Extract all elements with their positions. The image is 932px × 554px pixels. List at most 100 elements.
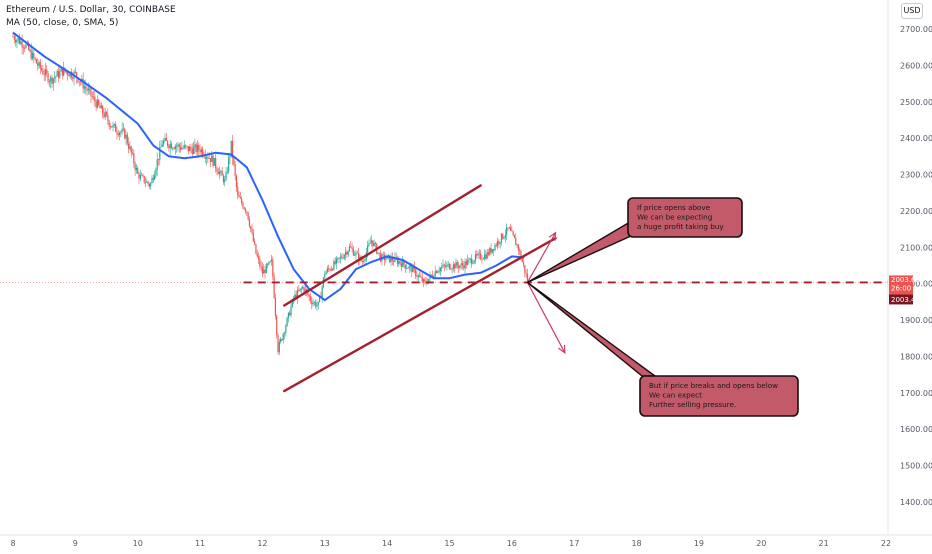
candle-body	[289, 312, 291, 316]
candle-body	[121, 128, 123, 133]
candle-body	[393, 260, 395, 263]
candle-body	[487, 252, 490, 255]
candle-body	[190, 146, 192, 150]
candle-body	[147, 181, 149, 184]
callout-above-box	[627, 197, 743, 238]
candle-body	[316, 304, 318, 307]
candle-body	[334, 261, 336, 264]
candle-body	[461, 263, 464, 266]
callout-below-line: But if price breaks and opens below	[649, 381, 778, 390]
candle-body	[176, 146, 178, 148]
candle-body	[400, 263, 403, 267]
candle-body	[218, 171, 221, 175]
candle-body	[304, 289, 306, 292]
candle-body	[42, 70, 44, 74]
time-tick-label: 17	[569, 539, 579, 548]
candle-body	[24, 47, 26, 49]
candle-body	[351, 247, 353, 250]
candle-body	[125, 134, 127, 139]
candle-body	[426, 282, 429, 284]
candle-body	[512, 231, 514, 236]
candle-body	[482, 258, 484, 260]
channel-upper-line	[283, 184, 482, 307]
candle-body	[521, 258, 523, 262]
price-tick-label: 1500.00	[900, 462, 932, 471]
candle-body	[257, 256, 260, 260]
candle-body	[89, 88, 91, 90]
candle-body	[50, 77, 52, 82]
candle-body	[270, 259, 273, 262]
candle-body	[56, 70, 58, 77]
candle-body	[91, 96, 93, 97]
price-tick-label: 2200.00	[900, 207, 932, 216]
candle-body	[194, 144, 196, 148]
candle-body	[396, 258, 399, 265]
candle-body	[200, 149, 202, 153]
candle-body	[507, 227, 509, 229]
candle-body	[370, 240, 373, 243]
candle-body	[113, 124, 115, 125]
candle-body	[303, 287, 305, 292]
candle-body	[457, 265, 460, 268]
candle-body	[243, 207, 245, 209]
candle-body	[324, 274, 326, 278]
candle-body	[361, 260, 364, 262]
channel-lower-line	[283, 237, 557, 393]
candle-body	[502, 233, 504, 239]
candle-body	[99, 104, 101, 109]
arrow-up-head	[548, 231, 557, 241]
candle-body	[328, 268, 330, 270]
candle-body	[215, 158, 217, 169]
callout-above-line: If price opens above	[637, 203, 711, 212]
time-tick-label: 16	[507, 539, 517, 548]
candle-body	[273, 276, 275, 298]
candle-body	[157, 159, 160, 160]
candle-body	[142, 175, 144, 176]
candle-body	[483, 254, 486, 259]
candle-body	[79, 81, 82, 83]
candle-body	[508, 227, 510, 229]
symbol-line: Ethereum / U.S. Dollar, 30, COINBASE	[6, 5, 176, 15]
candle-body	[18, 38, 21, 44]
candle-body	[39, 61, 41, 69]
candle-body	[338, 257, 340, 259]
time-tick-label: 14	[382, 539, 392, 548]
candle-body	[448, 263, 451, 269]
candle-body	[409, 265, 412, 267]
candle-body	[478, 253, 480, 255]
candle-body	[403, 260, 405, 265]
candle-body	[116, 131, 118, 134]
candle-body	[12, 36, 14, 38]
candle-body	[465, 261, 467, 265]
time-tick-label: 22	[881, 539, 891, 548]
candle-body	[285, 326, 287, 333]
arrow-down-head	[558, 344, 566, 355]
candle-body	[124, 128, 126, 139]
time-tick-label: 8	[10, 539, 15, 548]
currency-button[interactable]: USD	[901, 3, 923, 19]
callout-below: But if price breaks and opens below We c…	[526, 281, 799, 417]
price-label-level-value: 2003.40	[891, 296, 920, 304]
candle-body	[437, 271, 439, 273]
candle-body	[300, 288, 303, 290]
candle-body	[394, 257, 396, 263]
candle-body	[325, 271, 327, 275]
candle-body	[272, 259, 274, 277]
candle-body	[83, 86, 86, 89]
candle-body	[134, 163, 136, 171]
candle-body	[399, 261, 401, 264]
candle-body	[122, 128, 125, 130]
candle-body	[74, 71, 76, 73]
candle-body	[318, 296, 321, 302]
arrow-up	[526, 231, 557, 283]
candle-body	[238, 194, 240, 198]
candle-body	[486, 252, 488, 259]
candle-body	[490, 247, 492, 253]
candle-body	[86, 88, 88, 91]
candle-body	[126, 134, 128, 144]
candle-body	[420, 276, 422, 278]
candle-body	[198, 144, 200, 150]
candle-body	[391, 257, 393, 261]
